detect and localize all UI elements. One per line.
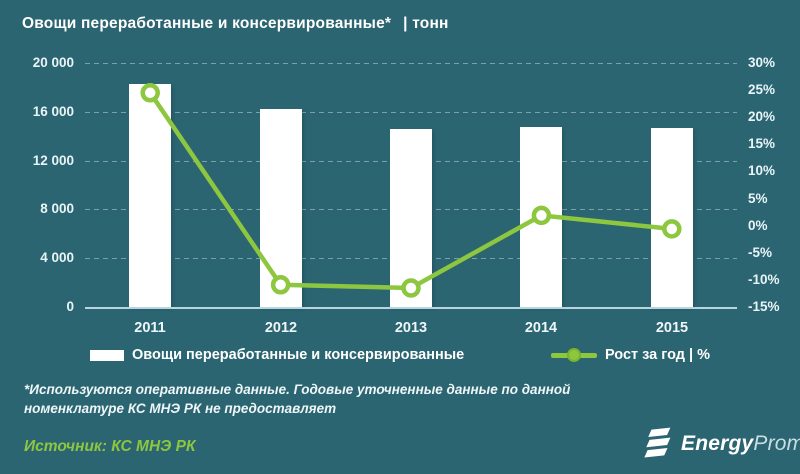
bar-2011 — [129, 84, 171, 307]
gridline — [85, 112, 737, 113]
chart-title: Овощи переработанные и консервированные*… — [22, 15, 449, 33]
logo-text-energy: Energy — [681, 432, 754, 455]
x-axis-label-2014: 2014 — [524, 320, 558, 336]
y-axis-left-tick-label: 4 000 — [40, 250, 74, 265]
y-axis-left-tick-label: 20 000 — [32, 55, 74, 70]
y-axis-right-tick-label: -5% — [748, 245, 773, 260]
footnote-line-2: номенклатуре КС МНЭ РК не предоставляет — [24, 401, 337, 416]
chart-title-text: Овощи переработанные и консервированные* — [22, 15, 392, 32]
legend-item-line-series: Рост за год | % — [551, 347, 710, 363]
y-axis-right-tick-label: 0% — [748, 218, 768, 233]
y-axis-left-tick-label: 12 000 — [32, 153, 74, 168]
y-axis-right-tick-label: -10% — [748, 272, 780, 287]
y-axis-left-tick-label: 16 000 — [32, 104, 74, 119]
y-axis-right-tick-label: 15% — [748, 136, 776, 151]
y-axis-right-tick-label: 25% — [748, 82, 776, 97]
y-axis-left-tick-label: 8 000 — [40, 201, 74, 216]
source-label: Источник: КС МНЭ РК — [24, 438, 196, 455]
y-axis-right-tick-label: 5% — [748, 191, 768, 206]
growth-line-layer — [140, 83, 682, 298]
bar-2015 — [651, 128, 693, 307]
line-point-2012 — [270, 275, 291, 295]
line-point-2014 — [531, 205, 552, 226]
line-point-2015 — [662, 219, 682, 239]
line-point-2013 — [401, 278, 421, 298]
x-axis-label-2013: 2013 — [394, 320, 428, 336]
x-axis-baseline — [85, 307, 737, 309]
chart-title-unit: | тонн — [403, 15, 449, 32]
energyprom-logo-icon — [644, 427, 671, 458]
bar-2013 — [390, 129, 432, 307]
x-axis-label-2015: 2015 — [655, 320, 689, 336]
legend-line-label: Рост за год | % — [605, 347, 711, 363]
bar-2012 — [260, 109, 302, 307]
growth-line — [148, 91, 673, 291]
legend-bar-label: Овощи переработанные и консервированные — [132, 347, 465, 363]
footnote: *Используются оперативные данные. Годовы… — [24, 380, 570, 418]
line-series-marker-icon — [551, 348, 597, 362]
gridline — [85, 63, 737, 64]
x-axis-label-2011: 2011 — [134, 320, 166, 336]
energyprom-logo: EnergyProm — [642, 426, 800, 462]
x-axis-label-2012: 2012 — [264, 320, 298, 336]
y-axis-right-tick-label: 10% — [748, 163, 776, 178]
y-axis-right-tick-label: 20% — [748, 109, 776, 124]
bar-series-swatch — [90, 349, 124, 361]
y-axis-right-tick-label: 30% — [748, 55, 776, 70]
combo-chart: 20 000 16 000 12 000 8 000 4 000 0 30% 25% 20% 15… — [32, 55, 780, 336]
logo-text-prom: Prom — [753, 432, 800, 455]
energyprom-logo-text: EnergyProm — [681, 432, 800, 456]
footnote-line-1: *Используются оперативные данные. Годовы… — [24, 382, 571, 397]
y-axis-right-tick-label: -15% — [748, 299, 780, 314]
line-point-2011 — [140, 83, 160, 103]
legend-item-bar-series: Овощи переработанные и консервированные — [90, 347, 464, 363]
y-axis-left-tick-label: 0 — [66, 299, 74, 314]
